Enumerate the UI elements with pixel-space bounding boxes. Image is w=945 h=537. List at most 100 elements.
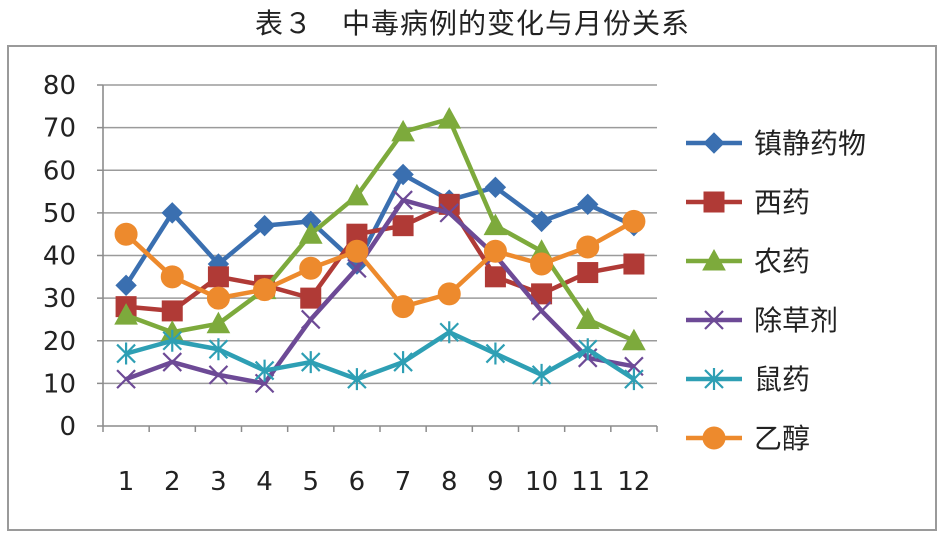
- data-point: [531, 363, 552, 386]
- legend-label: 西药: [754, 186, 810, 219]
- series-line: [125, 329, 636, 382]
- legend-marker: [704, 368, 724, 390]
- x-tick-label: 4: [256, 467, 273, 497]
- x-tick-label: 11: [571, 467, 604, 497]
- data-point: [530, 210, 553, 233]
- data-point: [347, 258, 367, 279]
- data-point: [160, 265, 184, 289]
- legend-entry: 西药: [686, 186, 810, 219]
- y-axis: 0 10 20 30 40 50 60 70 80: [43, 71, 104, 442]
- data-point: [345, 183, 369, 206]
- series-4: [116, 190, 644, 394]
- data-point: [253, 278, 277, 302]
- y-tick-label: 70: [43, 114, 76, 144]
- x-tick-label: 3: [210, 467, 227, 497]
- y-tick-label: 60: [43, 156, 76, 186]
- data-point: [298, 222, 323, 244]
- data-point: [161, 202, 183, 224]
- data-point: [162, 352, 183, 372]
- data-point: [530, 252, 554, 276]
- data-point: [577, 338, 598, 361]
- x-tick-label: 8: [441, 467, 458, 497]
- data-point: [161, 300, 183, 322]
- legend-entry: 农药: [686, 245, 810, 278]
- legend-label: 乙醇: [754, 422, 810, 455]
- data-point: [484, 266, 506, 288]
- legend-label: 除草剂: [754, 304, 838, 337]
- x-tick-label: 5: [302, 467, 319, 497]
- y-tick-label: 0: [59, 412, 76, 442]
- y-tick-label: 10: [43, 369, 76, 399]
- x-tick-label: 7: [395, 467, 412, 497]
- data-point: [299, 256, 323, 280]
- data-point: [484, 176, 507, 199]
- data-point: [393, 190, 413, 210]
- data-point: [439, 321, 460, 344]
- legend-entry: 镇静药物: [686, 127, 866, 160]
- legend-marker: [702, 426, 726, 450]
- data-point: [485, 342, 506, 365]
- y-tick-label: 40: [43, 242, 76, 272]
- data-point: [300, 287, 322, 309]
- data-point: [345, 239, 369, 263]
- data-point: [531, 283, 553, 305]
- data-point: [531, 301, 552, 321]
- data-point: [391, 119, 415, 142]
- data-point: [116, 369, 136, 389]
- data-point: [207, 266, 229, 288]
- x-tick-label: 10: [525, 467, 558, 497]
- chart-frame: [7, 45, 937, 531]
- data-point: [115, 274, 137, 297]
- chart-title: 表３ 中毒病例的变化与月份关系: [254, 7, 690, 40]
- plot-area: [114, 107, 646, 394]
- data-point: [114, 222, 138, 246]
- data-point: [576, 235, 600, 259]
- legend-label: 农药: [754, 245, 810, 278]
- data-point: [206, 311, 231, 334]
- y-tick-label: 30: [43, 284, 76, 314]
- series-6: [114, 209, 646, 319]
- data-point: [392, 163, 414, 186]
- data-point: [114, 303, 138, 325]
- data-point: [208, 365, 229, 385]
- data-point: [575, 307, 600, 329]
- data-point: [393, 351, 413, 374]
- legend-marker: [703, 132, 725, 154]
- y-tick-label: 20: [43, 327, 76, 357]
- data-point: [577, 193, 599, 216]
- data-point: [300, 309, 321, 330]
- legend-entry: 鼠药: [686, 363, 810, 396]
- data-point: [300, 351, 321, 374]
- data-point: [347, 368, 367, 391]
- data-point: [437, 282, 461, 306]
- data-point: [391, 295, 415, 319]
- data-point: [483, 239, 507, 263]
- data-point: [437, 107, 462, 129]
- data-point: [577, 262, 599, 284]
- data-point: [116, 342, 136, 365]
- data-point: [622, 328, 646, 351]
- legend-marker: [702, 248, 726, 271]
- data-point: [253, 214, 276, 237]
- data-point: [206, 286, 230, 310]
- legend-marker: [703, 191, 725, 213]
- data-point: [439, 203, 460, 223]
- data-point: [483, 213, 508, 236]
- x-tick-label: 6: [349, 467, 366, 497]
- data-point: [162, 329, 183, 352]
- series-5: [116, 321, 644, 391]
- y-tick-label: 50: [43, 199, 76, 229]
- x-tick-label: 1: [118, 467, 135, 497]
- y-tick-label: 80: [43, 71, 76, 101]
- x-tick-label: 9: [487, 467, 504, 497]
- data-point: [624, 368, 644, 391]
- legend-entry: 除草剂: [686, 304, 838, 337]
- legend-label: 鼠药: [754, 363, 810, 396]
- legend-label: 镇静药物: [754, 127, 866, 160]
- legend-marker: [704, 310, 724, 330]
- x-tick-label: 12: [617, 467, 650, 497]
- data-point: [254, 359, 275, 382]
- data-point: [392, 215, 414, 237]
